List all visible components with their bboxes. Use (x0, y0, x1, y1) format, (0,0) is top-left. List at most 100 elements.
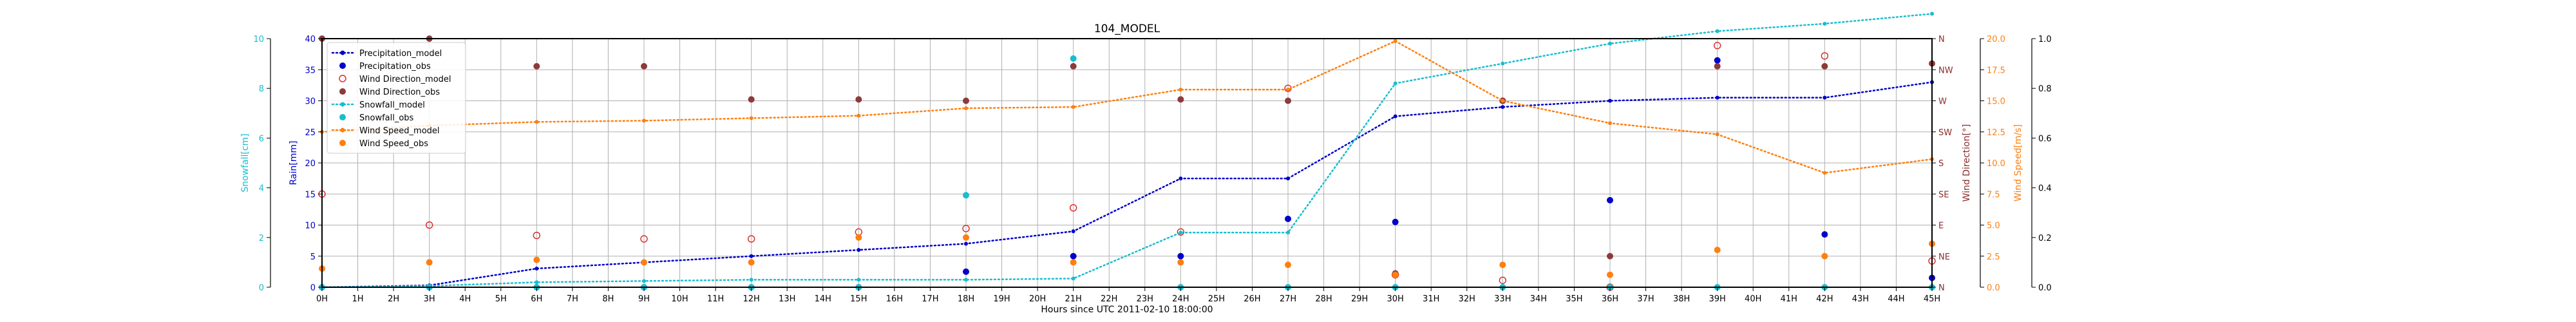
wind-speed-obs-point (1607, 271, 1613, 278)
wspd-axis-tick-label: 10.0 (1987, 159, 2005, 169)
wind-direction-obs-point (533, 62, 540, 70)
wind-speed-obs-point (1392, 271, 1399, 278)
precipitation-model-point (1393, 114, 1397, 118)
snowfall-model-point (1501, 61, 1505, 66)
wspd-axis-tick-label: 17.5 (1987, 66, 2005, 75)
wspd-axis-tick-label: 5.0 (1987, 222, 2000, 231)
snowfall-model-point (1608, 41, 1612, 46)
rain-axis-tick-label: 30 (305, 97, 316, 107)
snowfall-model-point (1286, 231, 1290, 235)
x-tick-label: 38H (1673, 294, 1690, 304)
wind-speed-model-point (642, 118, 646, 123)
x-tick-label: 20H (1029, 294, 1046, 304)
x-tick-label: 29H (1351, 294, 1368, 304)
wind-speed-model-point (749, 116, 753, 120)
precipitation-model-point (964, 242, 968, 246)
wind-speed-obs-point (533, 256, 540, 263)
wind-direction-model-point (533, 231, 541, 240)
precipitation-model-line (321, 81, 1933, 289)
precipitation-model-point (1071, 229, 1075, 234)
rain-axis-tick-label: 25 (305, 128, 316, 138)
x-tick-label: 33H (1494, 294, 1511, 304)
x-tick-label: 2H (388, 294, 399, 304)
wdir-axis-label: Wind Direction[°] (1962, 124, 1972, 202)
wspd-axis-tick-label: 20.0 (1987, 35, 2005, 44)
rain-axis-label: Rain[mm] (289, 141, 299, 185)
precipitation-model-point (1715, 95, 1719, 100)
wind-speed-model-line (321, 40, 1933, 174)
x-tick-label: 19H (993, 294, 1010, 304)
x-tick-label: 43H (1852, 294, 1869, 304)
snow-axis-tick-label: 8 (259, 84, 264, 94)
chart-title: 104_MODEL (1094, 23, 1160, 35)
precipitation-model-point (535, 267, 539, 271)
rain-axis-tick-label: 35 (305, 66, 316, 75)
x-tick-label: 10H (671, 294, 688, 304)
x-tick-label: 22H (1101, 294, 1117, 304)
x-tick-label: 5H (495, 294, 507, 304)
x-tick-label: 36H (1602, 294, 1618, 304)
x-tick-label: 17H (922, 294, 938, 304)
snow-axis-tick-label: 0 (259, 283, 264, 293)
x-tick-label: 21H (1065, 294, 1082, 304)
snowfall-model-point (857, 278, 861, 282)
x-tick-label: 16H (886, 294, 903, 304)
wind-speed-model-point (1071, 105, 1075, 109)
grid (321, 38, 1933, 288)
wdir-axis-tick-label: E (1938, 222, 1944, 231)
snowfall-model-point (1715, 29, 1719, 33)
x-tick-label: 45H (1924, 294, 1940, 304)
x-tick-label: 6H (531, 294, 542, 304)
wind-direction-obs-point (963, 97, 969, 104)
snow-axis-label: Snowfall[cm] (240, 133, 251, 192)
legend-label-wind-direction-model: Wind Direction_model (359, 75, 451, 84)
x-tick-label: 13H (779, 294, 795, 304)
snowfall-model-point (1393, 81, 1397, 86)
legend-label-wind-speed-model: Wind Speed_model (359, 126, 440, 136)
precipitation-obs-point (1392, 218, 1399, 225)
wind-direction-model-point (1069, 204, 1077, 212)
legend-label-precipitation-obs: Precipitation_obs (359, 62, 431, 71)
x-tick-label: 37H (1637, 294, 1654, 304)
wind-direction-obs-point (1714, 62, 1721, 70)
series-layer (318, 12, 1936, 291)
wind-speed-model-point (1393, 39, 1397, 43)
precipitation-model-point (1608, 99, 1612, 103)
x-tick-label: 44H (1888, 294, 1904, 304)
legend-marker-wind-speed-obs (339, 140, 346, 146)
wspd-axis-tick-label: 7.5 (1987, 190, 2000, 200)
legend-label-snowfall-model: Snowfall_model (359, 100, 425, 110)
snowfall-model-point (1179, 231, 1183, 235)
legend-box (327, 42, 466, 154)
x-tick-label: 9H (638, 294, 650, 304)
wdir-axis-tick-label: NW (1938, 66, 1953, 75)
x-tick-label: 7H (567, 294, 578, 304)
snowfall-model-point (642, 279, 646, 283)
wind-speed-model-point (1286, 88, 1290, 92)
x-tick-label: 0H (316, 294, 328, 304)
legend-marker-wind-speed-model (340, 128, 345, 133)
wind-direction-model-point (1499, 276, 1507, 284)
extra-axis-tick-label: 0.0 (2038, 283, 2052, 293)
wind-speed-obs-point (1070, 259, 1077, 266)
legend-label-wind-speed-obs: Wind Speed_obs (359, 139, 428, 149)
x-tick-label: 24H (1172, 294, 1189, 304)
snowfall-model-point (749, 278, 753, 282)
wind-speed-obs-point (1499, 261, 1506, 269)
wind-speed-obs-point (1714, 247, 1721, 254)
legend: Precipitation_model Precipitation_obs Wind… (327, 42, 466, 154)
wind-direction-obs-point (1070, 62, 1077, 70)
wspd-axis-label: Wind Speed[m/s] (2013, 124, 2023, 202)
snowfall-model-line (321, 13, 1933, 289)
legend-marker-snowfall-model (340, 102, 345, 107)
rain-axis-tick-label: 0 (310, 283, 316, 293)
extra-axis-tick-label: 0.2 (2038, 234, 2052, 243)
wspd-axis-tick-label: 2.5 (1987, 252, 2000, 262)
rain-axis-tick-label: 20 (305, 159, 316, 169)
x-tick-label: 11H (707, 294, 724, 304)
snowfall-model-point (1071, 276, 1075, 281)
precipitation-model-point (1179, 176, 1183, 181)
wdir-axis-tick-label: SW (1938, 128, 1952, 138)
extra-axis-tick-label: 0.4 (2038, 184, 2052, 194)
wind-direction-model-point (962, 225, 970, 232)
